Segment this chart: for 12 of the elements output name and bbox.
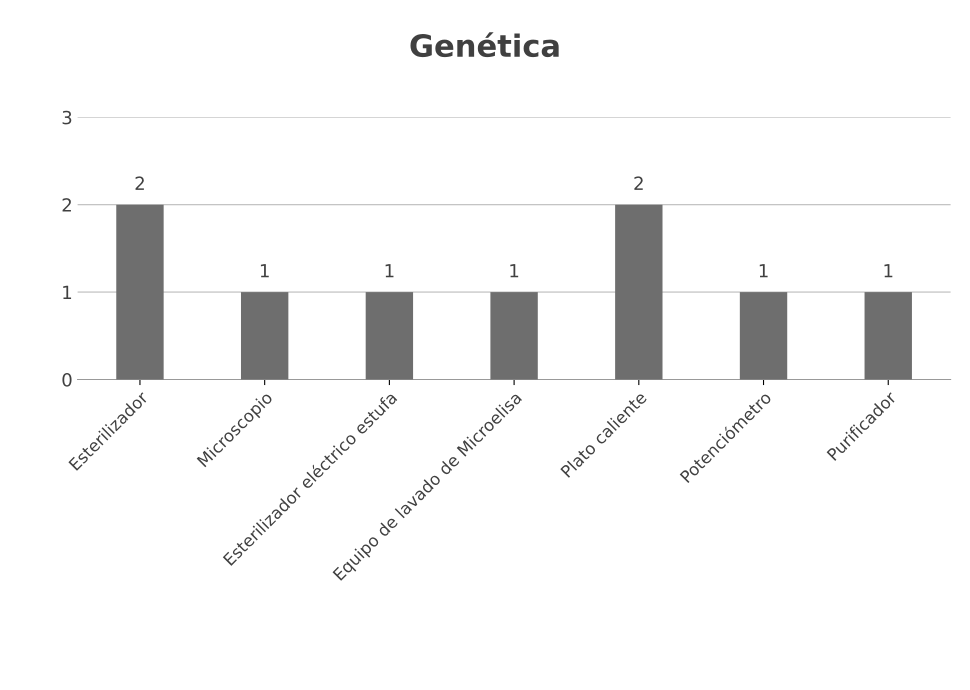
data-label: 1 (386, 264, 394, 278)
y-tick-label: 2 (62, 198, 71, 212)
data-label: 2 (136, 176, 144, 190)
data-label: 1 (760, 264, 768, 278)
y-tick-label: 0 (62, 372, 72, 387)
data-label: 1 (510, 264, 518, 278)
data-label: 1 (884, 264, 892, 278)
chart-title: Genética (410, 32, 559, 58)
data-label: 2 (634, 176, 643, 190)
data-label: 1 (260, 264, 269, 278)
y-tick-label: 1 (63, 286, 72, 299)
y-tick-label: 3 (62, 110, 72, 124)
